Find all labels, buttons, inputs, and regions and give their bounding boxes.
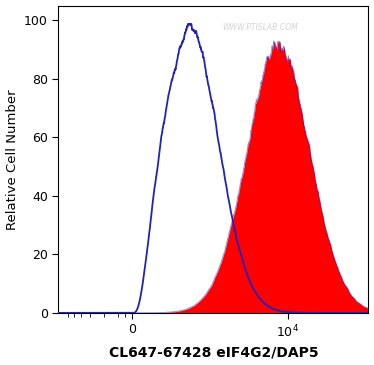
- X-axis label: CL647-67428 eIF4G2/DAP5: CL647-67428 eIF4G2/DAP5: [108, 345, 318, 360]
- Y-axis label: Relative Cell Number: Relative Cell Number: [6, 89, 19, 230]
- Text: WWW.PTISLAB.COM: WWW.PTISLAB.COM: [222, 23, 298, 31]
